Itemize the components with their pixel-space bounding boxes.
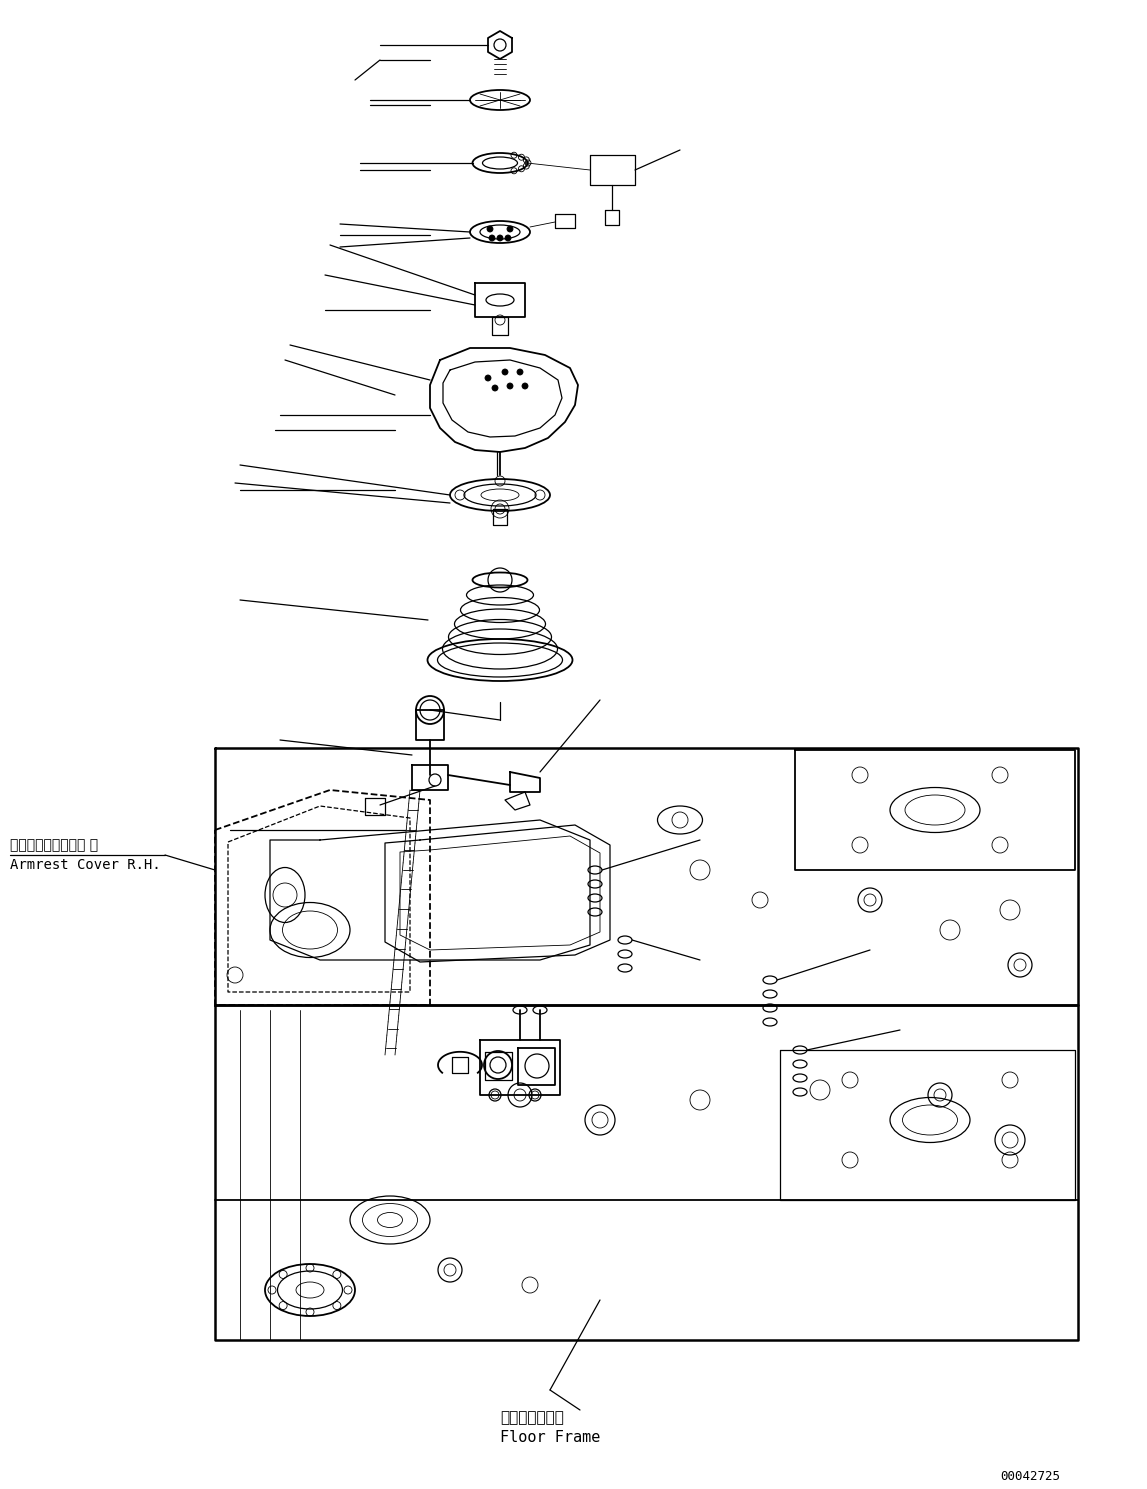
Text: アームレストカバー 右: アームレストカバー 右 <box>10 838 99 852</box>
Text: Armrest Cover R.H.: Armrest Cover R.H. <box>10 858 161 873</box>
Ellipse shape <box>507 226 513 232</box>
Ellipse shape <box>502 369 508 375</box>
Ellipse shape <box>497 235 504 241</box>
Text: Floor Frame: Floor Frame <box>500 1429 600 1444</box>
Ellipse shape <box>517 369 523 375</box>
Ellipse shape <box>489 235 496 241</box>
Ellipse shape <box>487 226 493 232</box>
Ellipse shape <box>507 383 513 389</box>
Text: フロアフレーム: フロアフレーム <box>500 1410 564 1425</box>
Ellipse shape <box>522 383 528 389</box>
Ellipse shape <box>505 235 512 241</box>
Text: 00042725: 00042725 <box>1000 1470 1060 1483</box>
Ellipse shape <box>485 375 491 381</box>
Ellipse shape <box>492 386 498 392</box>
